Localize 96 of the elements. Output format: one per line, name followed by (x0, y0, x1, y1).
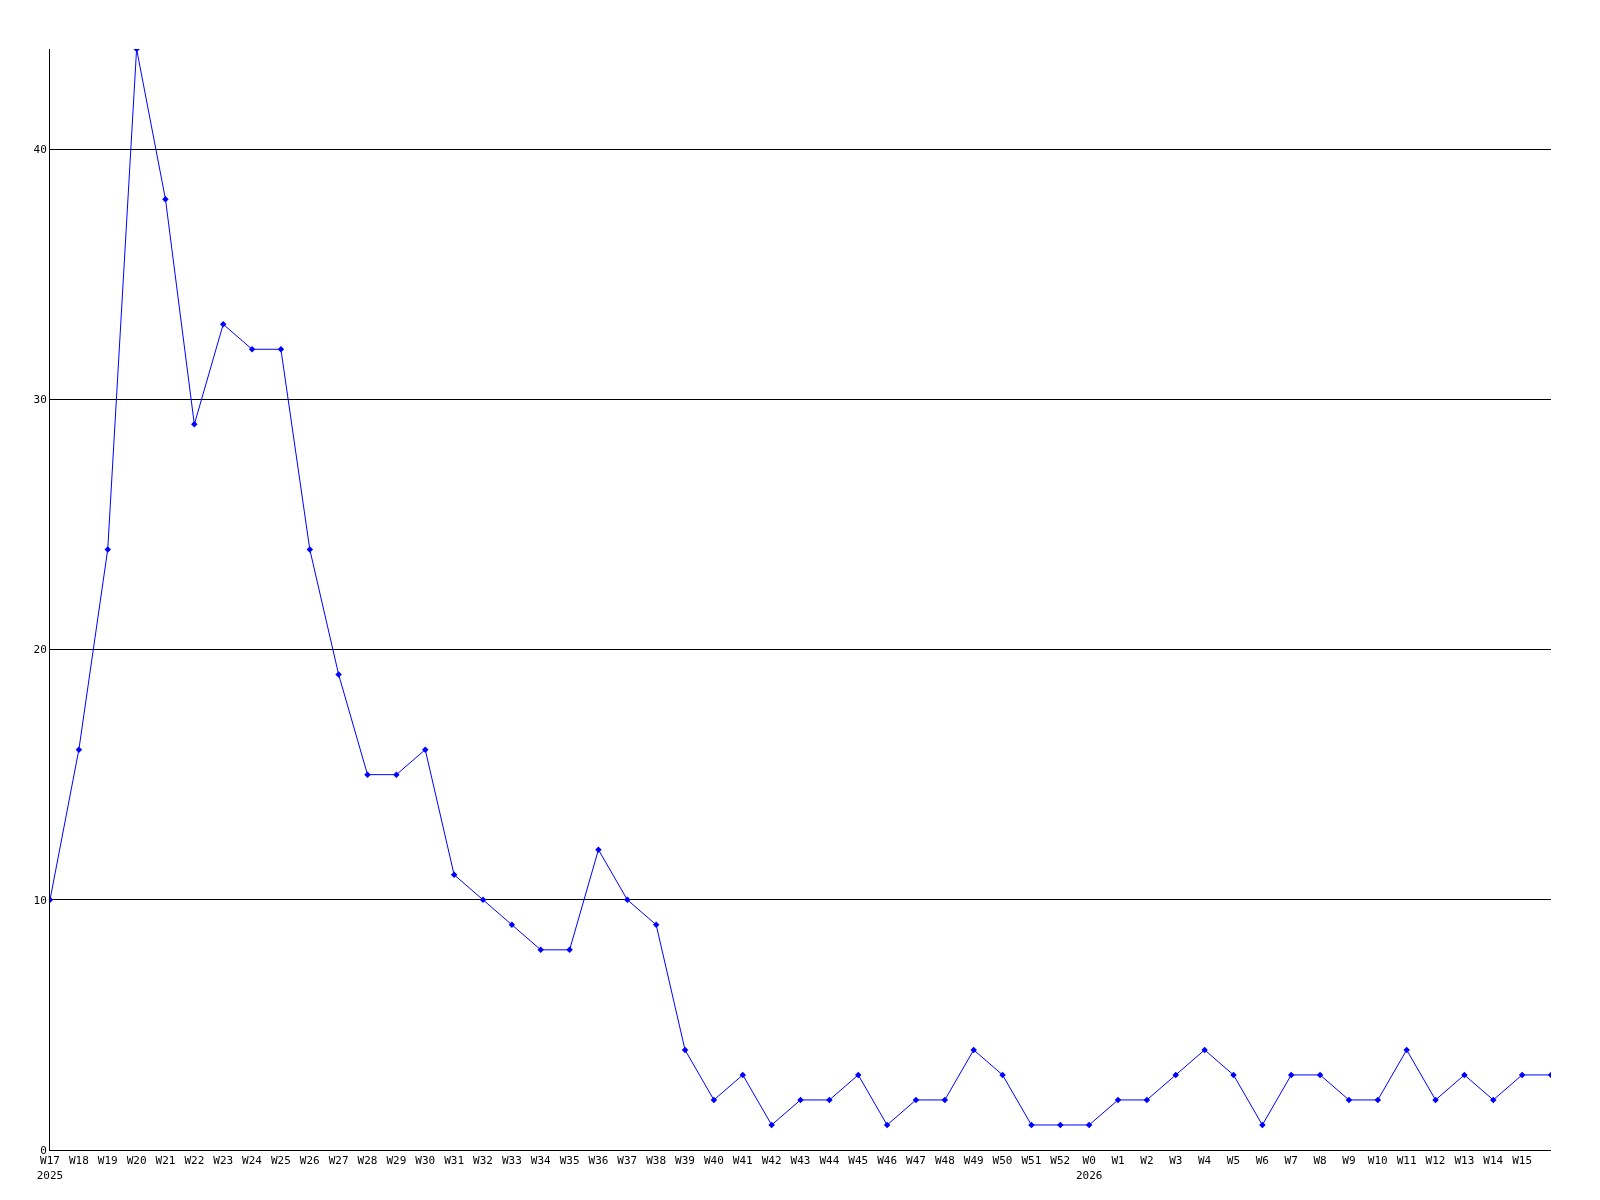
x-tick-label: W32 (473, 1154, 493, 1168)
point (1518, 1071, 1526, 1079)
point (1172, 1071, 1179, 1079)
point (1345, 1096, 1353, 1104)
x-tick-label: W20 (126, 1154, 147, 1168)
x-tick-label: W36 (588, 1154, 609, 1168)
x-tick-label: W47 (906, 1154, 926, 1168)
x-tick-label: W43 (790, 1154, 811, 1168)
x-tick-label: W21 (155, 1154, 176, 1168)
x-tick-label: W10 (1367, 1154, 1388, 1168)
x-tick-label: W14 (1483, 1154, 1504, 1168)
x-tick-label: W15 (1512, 1154, 1533, 1168)
point (1085, 1121, 1093, 1129)
x-tick-label: W19 (97, 1154, 118, 1168)
point (248, 346, 256, 353)
x-tick-label: W38 (646, 1154, 667, 1168)
x-tick-label: W9 (1342, 1154, 1356, 1168)
y-tick-label: 40 (33, 142, 47, 156)
x-tick-label: W6 (1255, 1154, 1269, 1168)
point (681, 1046, 689, 1054)
line-series (50, 49, 1551, 1129)
point (219, 321, 227, 328)
x-tick-label: W5 (1226, 1154, 1241, 1168)
point (739, 1071, 747, 1079)
x-tick-label: W33 (501, 1154, 522, 1168)
point (335, 671, 342, 678)
x-tick-label: W45 (848, 1154, 869, 1168)
x-tick-label: W11 (1396, 1154, 1417, 1168)
x-tick-label: W37 (617, 1154, 638, 1168)
x-tick-label: W12 (1425, 1154, 1446, 1168)
point (883, 1121, 891, 1129)
x-tick-label: W25 (270, 1154, 291, 1168)
point (104, 546, 111, 553)
x-tick-label: W8 (1313, 1154, 1327, 1168)
x-tick-label: W18 (68, 1154, 89, 1168)
x-tick-label: W30 (415, 1154, 436, 1168)
y-tick-label: 30 (33, 393, 47, 407)
x-tick-label: W41 (732, 1154, 753, 1168)
point (393, 771, 400, 778)
x-tick-label: W17 2025 (36, 1154, 64, 1182)
point (75, 746, 83, 753)
x-tick-label: W2 (1140, 1154, 1154, 1168)
point (941, 1096, 949, 1104)
x-tick-label: W13 (1454, 1154, 1475, 1168)
x-tick-label: W48 (934, 1154, 955, 1168)
x-tick-label: W7 (1284, 1154, 1298, 1168)
point (537, 946, 544, 954)
point (1114, 1096, 1122, 1104)
point (1287, 1071, 1295, 1079)
point (508, 921, 516, 929)
x-tick-label: W29 (386, 1154, 407, 1168)
x-tick-label: W52 (1050, 1154, 1071, 1168)
point (970, 1046, 977, 1054)
x-tick-label: W46 (877, 1154, 898, 1168)
x-tick-label: W3 (1169, 1154, 1183, 1168)
point (479, 896, 487, 904)
x-tick-label: W39 (675, 1154, 695, 1168)
point (277, 346, 285, 353)
point (652, 921, 660, 929)
x-tick-label: W27 (328, 1154, 349, 1168)
x-tick-label: W34 (530, 1154, 552, 1168)
x-tick-label: W28 (357, 1154, 378, 1168)
point (191, 421, 198, 428)
point (566, 946, 573, 954)
point (364, 771, 371, 778)
x-tick-label: W0 2026 (1075, 1154, 1103, 1182)
point (624, 896, 631, 904)
x-tick-label: W42 (761, 1154, 782, 1168)
point (1316, 1071, 1324, 1079)
point (912, 1096, 920, 1104)
x-tick-label: W40 (703, 1154, 724, 1168)
point (854, 1071, 862, 1079)
x-tick-label: W1 (1111, 1154, 1125, 1168)
y-tick-label: 20 (33, 643, 47, 657)
point (595, 846, 602, 853)
point (1490, 1096, 1497, 1104)
x-tick-label: W50 (992, 1154, 1013, 1168)
x-tick-label: W24 (242, 1154, 263, 1168)
point (710, 1096, 718, 1104)
point (1374, 1096, 1382, 1104)
x-tick-label: W23 (213, 1154, 234, 1168)
x-tick-label: W22 (184, 1154, 205, 1168)
x-tick-label: W35 (559, 1154, 580, 1168)
point (450, 871, 458, 878)
x-tick-label: W26 (299, 1154, 320, 1168)
point (422, 746, 429, 753)
y-tick-label: 0 (40, 1143, 47, 1157)
point (1143, 1096, 1151, 1104)
x-tick-label: W51 (1021, 1154, 1042, 1168)
point (1403, 1046, 1410, 1054)
x-tick-label: W49 (963, 1154, 984, 1168)
y-tick-label: 10 (33, 893, 47, 907)
x-tick-label: W4 (1197, 1154, 1212, 1168)
x-tick-label: W44 (819, 1154, 840, 1168)
point (306, 546, 314, 553)
x-tick-label: W31 (444, 1154, 465, 1168)
